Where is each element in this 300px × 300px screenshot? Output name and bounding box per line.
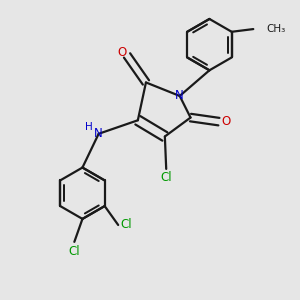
Text: O: O bbox=[221, 115, 230, 128]
Text: Cl: Cl bbox=[160, 170, 172, 184]
Text: N: N bbox=[94, 127, 103, 140]
Text: H: H bbox=[85, 122, 93, 132]
Text: N: N bbox=[175, 89, 184, 103]
Text: O: O bbox=[117, 46, 126, 59]
Text: Cl: Cl bbox=[121, 218, 132, 232]
Text: CH₃: CH₃ bbox=[267, 24, 286, 34]
Text: Cl: Cl bbox=[68, 245, 80, 258]
